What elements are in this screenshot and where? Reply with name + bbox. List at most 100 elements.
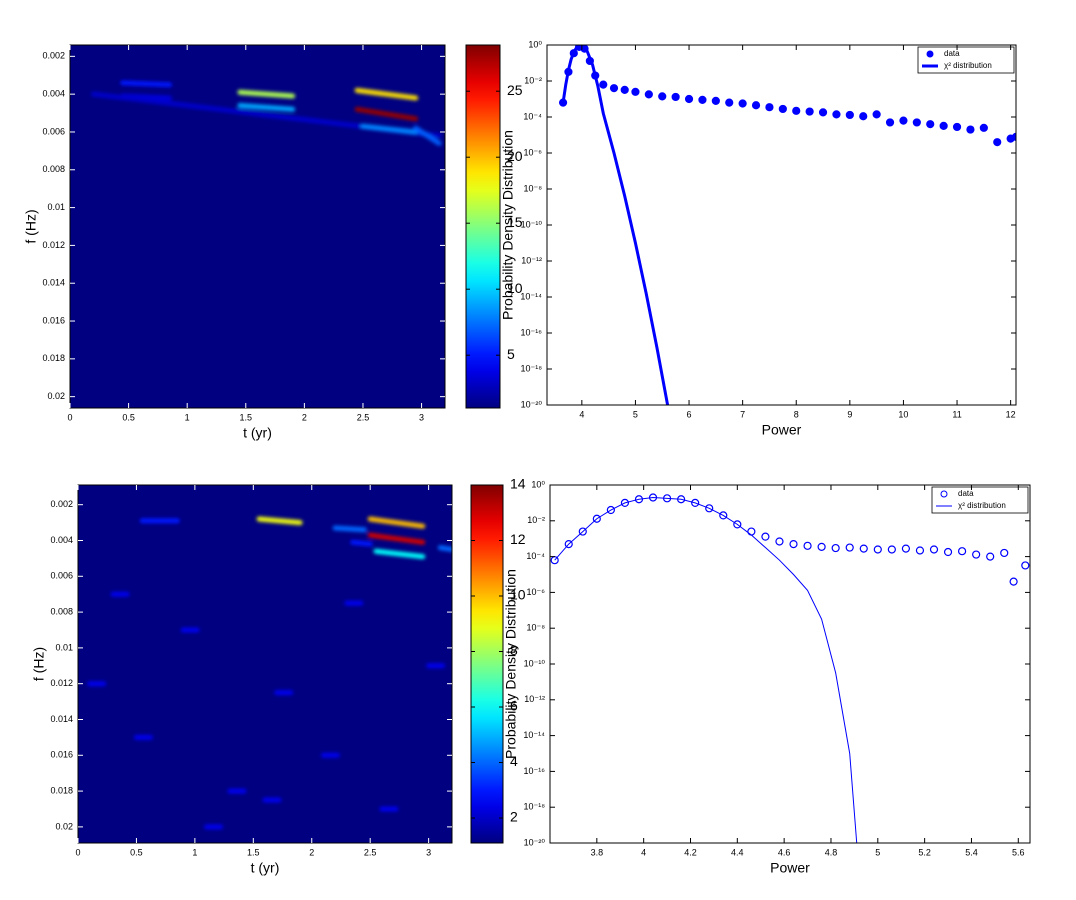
x-tick-label: 11 — [952, 409, 961, 419]
y-tick-label: 10⁻² — [527, 515, 545, 525]
x-tick-label: 5.2 — [918, 847, 931, 857]
data-point — [901, 544, 911, 553]
data-point — [671, 92, 680, 102]
y-tick-label: 10⁻² — [524, 75, 542, 85]
series-line — [561, 45, 670, 405]
y-tick-label: 10⁻¹⁸ — [523, 802, 545, 812]
data-point — [912, 118, 921, 127]
y-tick-label: 0.02 — [55, 821, 73, 831]
colorbar-tick-label: 4 — [510, 753, 518, 769]
y-tick-label: 10⁻¹⁸ — [520, 363, 542, 373]
data-point — [738, 99, 747, 108]
x-tick-label: 5.4 — [965, 847, 978, 857]
axes-frame — [77, 484, 453, 844]
y-tick-label: 10⁻¹⁰ — [524, 658, 546, 668]
spectral-streak — [256, 516, 303, 526]
data-point — [751, 101, 761, 110]
data-point — [831, 543, 840, 553]
data-point — [733, 520, 742, 529]
y-tick-label: 10⁻²⁰ — [521, 399, 543, 409]
x-axis-label: Power — [770, 860, 810, 876]
legend-label: χ² distribution — [958, 501, 1006, 510]
spectral-streak — [413, 125, 442, 146]
data-point — [1009, 577, 1018, 586]
colorbar-tick-label: 12 — [510, 531, 526, 547]
x-tick-label: 0.5 — [122, 412, 135, 422]
x-tick-label: 4.6 — [778, 847, 791, 857]
x-tick-label: 3 — [426, 847, 431, 857]
colorbar-tick-label: 8 — [510, 642, 518, 658]
y-tick-label: 10⁰ — [531, 479, 545, 489]
data-point — [765, 103, 774, 112]
colorbar-tick-label: 20 — [507, 148, 523, 164]
data-point — [1021, 561, 1030, 570]
data-point — [915, 546, 925, 555]
y-axis-label: Probability Density Distribution — [503, 569, 519, 759]
x-tick-label: 4 — [579, 409, 584, 419]
x-tick-label: 0 — [75, 847, 80, 857]
x-tick-label: 10 — [898, 409, 908, 419]
y-tick-label: 10⁻¹² — [524, 694, 545, 704]
y-tick-label: 10⁻¹⁰ — [521, 219, 543, 229]
data-point — [658, 92, 667, 101]
plot-area — [70, 45, 445, 408]
y-tick-label: 10⁻⁶ — [527, 587, 546, 597]
data-point — [578, 527, 587, 536]
data-point — [966, 125, 975, 134]
data-point — [845, 110, 854, 120]
plot-area — [550, 493, 1030, 843]
data-point — [775, 537, 784, 546]
y-tick-label: 0.016 — [42, 315, 65, 325]
data-point — [620, 498, 630, 507]
spectral-streak — [367, 532, 426, 545]
colorbar-tick-label: 14 — [510, 476, 526, 492]
y-tick-label: 10⁻⁸ — [523, 183, 542, 193]
data-point — [859, 112, 868, 121]
data-point — [993, 138, 1002, 147]
legend-label: χ² distribution — [944, 61, 992, 70]
y-tick-label: 10⁻⁴ — [526, 551, 545, 561]
y-tick-label: 0.004 — [42, 89, 65, 99]
x-axis-label: t (yr) — [243, 425, 272, 441]
y-tick-label: 0.018 — [42, 353, 65, 363]
y-tick-label: 10⁻⁶ — [524, 147, 543, 157]
spectral-streak — [237, 89, 296, 99]
x-tick-label: 4.2 — [684, 847, 697, 857]
colorbar-tick-label: 2 — [510, 809, 518, 825]
colorbar-tick-label: 10 — [507, 280, 523, 296]
colorbar-tick-label: 25 — [507, 82, 523, 98]
x-tick-label: 1 — [192, 847, 197, 857]
x-tick-label: 1.5 — [247, 847, 260, 857]
data-point — [972, 550, 981, 559]
x-tick-label: 2 — [302, 412, 307, 422]
data-point — [705, 504, 714, 513]
legend-marker — [940, 490, 948, 498]
x-tick-label: 6 — [687, 409, 692, 419]
data-point — [805, 107, 814, 116]
data-point — [943, 547, 953, 557]
y-tick-label: 0.004 — [50, 535, 73, 545]
colorbar — [465, 44, 501, 409]
y-tick-label: 0.008 — [42, 164, 65, 174]
spectral-streak — [367, 516, 426, 529]
data-point — [620, 85, 629, 95]
x-tick-label: 5 — [633, 409, 638, 419]
data-point — [747, 527, 756, 536]
data-point — [631, 87, 640, 96]
colorbar — [470, 484, 504, 844]
y-tick-label: 0.018 — [50, 785, 73, 795]
x-tick-label: 5.6 — [1012, 847, 1025, 857]
data-point — [606, 505, 615, 515]
data-point — [929, 545, 939, 554]
axes-frame — [549, 484, 1031, 844]
data-point — [873, 545, 882, 554]
data-point — [725, 98, 734, 107]
streaks — [87, 516, 452, 830]
heatmap-background — [78, 485, 452, 843]
x-tick-label: 0 — [67, 412, 72, 422]
y-tick-label: 0.02 — [47, 391, 65, 401]
colorbar-tick-label: 6 — [510, 698, 518, 714]
data-point — [939, 121, 948, 131]
y-tick-label: 0.012 — [42, 240, 65, 250]
data-point — [1000, 548, 1009, 558]
